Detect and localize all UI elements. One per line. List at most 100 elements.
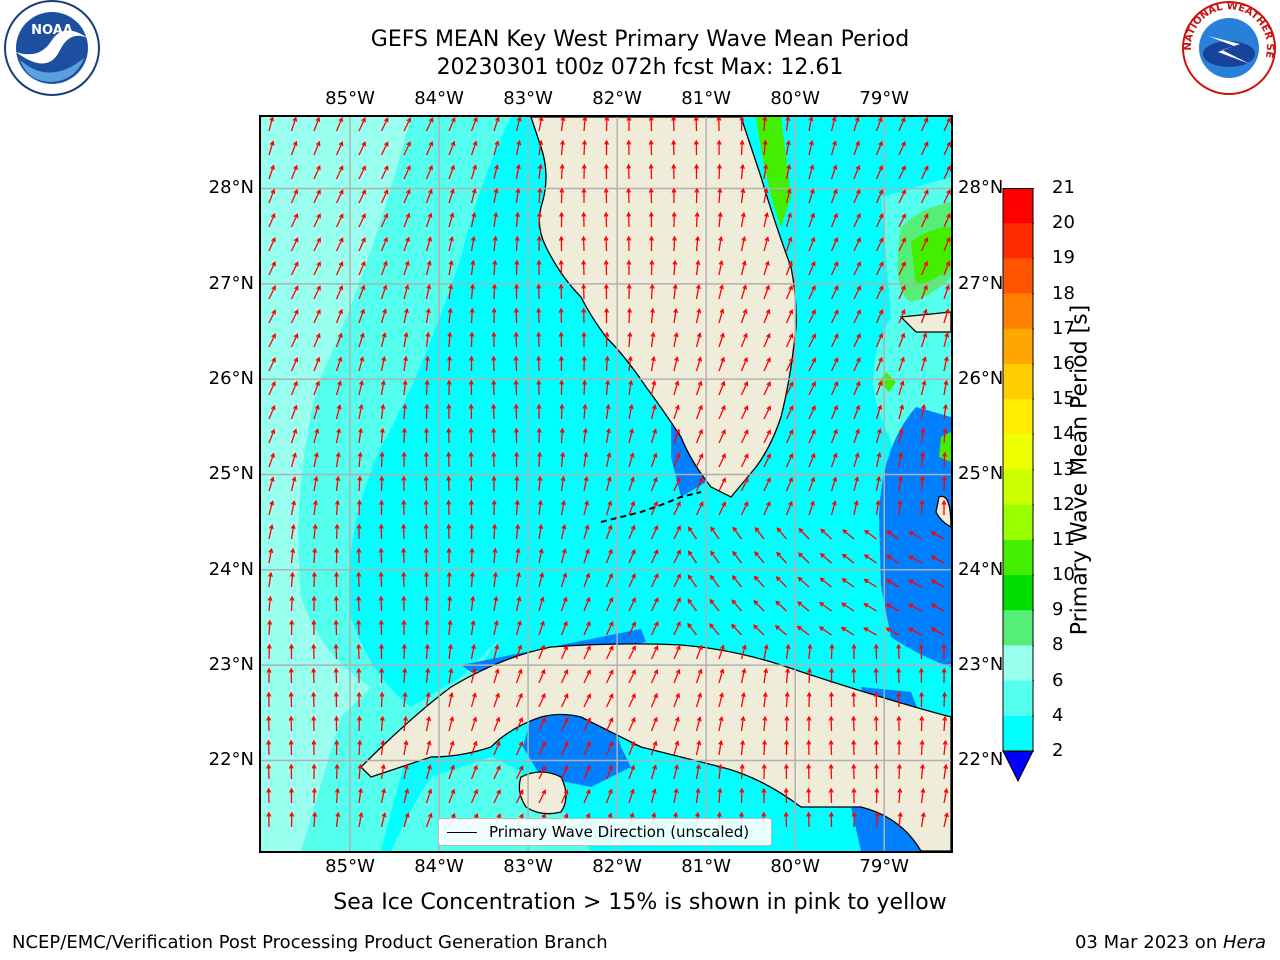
wave-arrow (718, 765, 722, 780)
wave-arrow (515, 573, 520, 588)
wave-arrow (763, 740, 766, 756)
wave-arrow (920, 142, 929, 156)
wave-arrowhead (581, 187, 587, 193)
wave-arrowhead (671, 139, 677, 145)
wave-arrow (908, 555, 922, 564)
wave-arrowhead (810, 476, 816, 482)
wave-arrowhead (651, 811, 657, 818)
wave-arrow (785, 430, 794, 444)
wave-arrowhead (537, 163, 543, 170)
wave-arrow (920, 429, 925, 444)
wave-arrowhead (653, 549, 659, 555)
wave-arrow (583, 573, 590, 588)
wave-arrow (470, 308, 473, 324)
wave-arrow (754, 576, 765, 588)
wave-arrowhead (449, 716, 455, 722)
wave-arrow (875, 286, 884, 300)
wave-arrowhead (469, 355, 475, 361)
wave-arrowhead (382, 284, 388, 290)
wave-arrow (335, 813, 339, 828)
wave-arrowhead (378, 643, 384, 649)
colorbar-tick-label: 13 (1052, 458, 1075, 480)
chart-title: GEFS MEAN Key West Primary Wave Mean Per… (370, 27, 910, 52)
wave-arrow (898, 477, 902, 492)
wave-arrow (763, 645, 768, 660)
wave-arrowhead (563, 669, 569, 675)
wave-arrow (358, 357, 364, 372)
wave-arrowhead (605, 403, 611, 410)
wave-arrowhead (406, 117, 411, 123)
wave-arrowhead (900, 332, 906, 338)
wave-arrow (538, 597, 544, 612)
wave-arrowhead (312, 523, 318, 530)
wave-arrowhead (716, 117, 722, 121)
wave-arrowhead (608, 764, 613, 771)
wave-arrow (515, 766, 524, 780)
wave-arrowhead (874, 811, 880, 817)
wave-arrow (268, 213, 276, 228)
wave-arrowhead (470, 283, 475, 289)
wave-arrow (718, 741, 722, 756)
wave-arrow (732, 551, 743, 564)
land-bahamas (899, 311, 951, 333)
wave-arrowhead (753, 599, 759, 605)
wave-arrowhead (696, 332, 702, 338)
wave-arrowhead (788, 357, 794, 363)
wave-arrowhead (266, 643, 272, 649)
wave-arrow (358, 333, 364, 348)
wave-arrow (695, 429, 703, 444)
wave-arrowhead (537, 475, 543, 481)
wave-arrowhead (424, 619, 430, 625)
wave-arrowhead (311, 667, 317, 673)
wave-arrow (819, 626, 832, 636)
wave-arrowhead (563, 717, 569, 723)
wave-arrowhead (518, 813, 524, 819)
wave-arrowhead (606, 452, 612, 458)
wave-arrowhead (878, 285, 884, 291)
wave-arrow (650, 525, 658, 540)
wave-arrowhead (518, 692, 523, 699)
wave-arrow (493, 213, 497, 228)
wave-arrowhead (833, 285, 839, 291)
wave-arrow (808, 189, 814, 204)
colorbar-segment (1003, 680, 1033, 717)
wave-arrow (718, 405, 726, 420)
wave-arrowhead (942, 739, 948, 746)
wave-arrowhead (426, 283, 432, 290)
wave-arrowhead (316, 309, 321, 315)
wave-arrow (628, 598, 636, 612)
wave-arrow (470, 597, 474, 612)
wave-arrowhead (740, 691, 746, 698)
wave-arrow (268, 477, 274, 492)
footer-date-text: 03 Mar 2023 on (1074, 932, 1223, 953)
wave-arrowhead (922, 308, 928, 314)
wave-arrowhead (288, 667, 294, 673)
sea-ice-note: Sea Ice Concentration > 15% is shown in … (333, 890, 947, 915)
wave-arrow (493, 597, 497, 612)
wave-arrow (335, 262, 343, 276)
wave-arrowhead (469, 547, 475, 553)
wave-arrowhead (468, 475, 474, 481)
wave-arrowhead (717, 787, 723, 793)
wave-arrow (718, 285, 723, 300)
wave-arrow (560, 573, 567, 588)
wave-arrowhead (649, 235, 655, 241)
wave-arrowhead (494, 164, 499, 170)
wave-arrow (695, 212, 698, 228)
wave-arrowhead (687, 598, 693, 604)
wave-arrowhead (491, 403, 497, 409)
wave-arrow (798, 552, 810, 564)
wave-arrowhead (808, 117, 814, 122)
wave-arrowhead (403, 331, 409, 338)
wave-arrow (763, 165, 767, 180)
wave-arrow (830, 453, 837, 468)
wave-arrowhead (517, 644, 523, 650)
wave-arrowhead (581, 211, 587, 217)
wave-arrowhead (586, 620, 591, 627)
wave-arrowhead (873, 715, 879, 721)
colorbar-extend (1002, 750, 1034, 783)
wave-arrow (358, 261, 366, 276)
wave-arrowhead (743, 405, 749, 411)
wave-arrowhead (631, 693, 636, 699)
wave-arrowhead (721, 453, 726, 459)
